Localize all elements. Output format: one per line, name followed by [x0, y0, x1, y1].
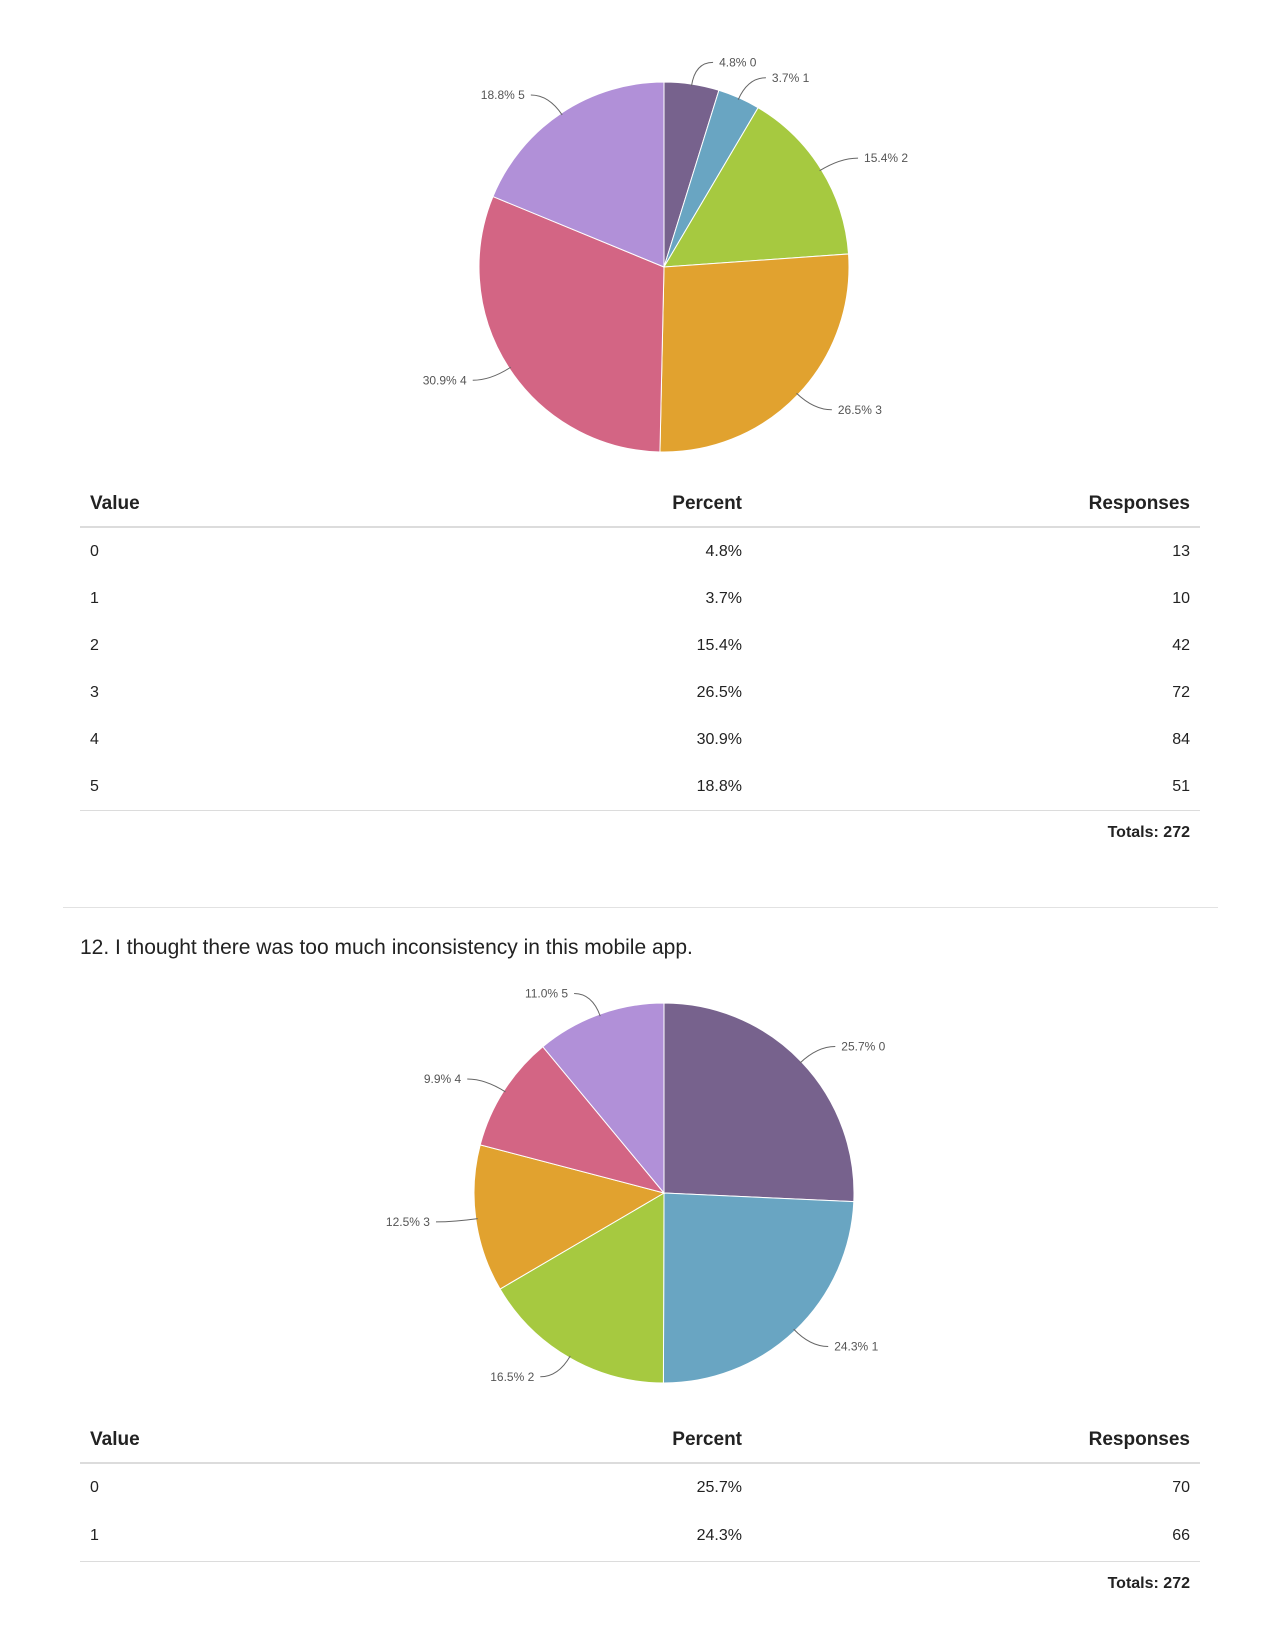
- results-table-q11: Value Percent Responses 0 4.8% 13 1 3.7%…: [80, 482, 1200, 855]
- cell-value: 5: [80, 763, 528, 811]
- cell-responses: 51: [752, 763, 1200, 811]
- leader-line-2: [819, 157, 859, 172]
- header-percent: Percent: [528, 482, 752, 528]
- totals-text: Totals: 272: [1107, 824, 1190, 841]
- table-row: 2 15.4% 42: [80, 622, 1200, 669]
- table-header-row: Value Percent Responses: [80, 1418, 1200, 1464]
- slice-label-4: 9.9% 4: [424, 1072, 462, 1086]
- table-row: 1 3.7% 10: [80, 575, 1200, 622]
- slice-label-2: 15.4% 2: [864, 151, 908, 165]
- pie-slice-0: [663, 1002, 855, 1203]
- table-row: 4 30.9% 84: [80, 716, 1200, 763]
- header-responses: Responses: [752, 482, 1200, 528]
- header-responses: Responses: [752, 1418, 1200, 1464]
- cell-percent: 18.8%: [528, 763, 752, 811]
- totals-row: Totals: 272: [80, 1562, 1200, 1607]
- section-divider: [63, 907, 1218, 908]
- cell-responses: 70: [1172, 1478, 1190, 1496]
- cell-value: 4: [90, 730, 99, 748]
- table-row: 0 25.7% 70: [80, 1463, 1200, 1511]
- totals-row: Totals: 272: [80, 811, 1200, 856]
- cell-responses: 84: [1172, 730, 1190, 748]
- cell-percent: 24.3%: [528, 1511, 752, 1562]
- pie-chart-q11: 4.8% 0 3.7% 1 15.4% 2 26.5% 3 30.9% 4 18.8% 5: [423, 55, 908, 453]
- header-percent: Percent: [528, 1418, 752, 1464]
- slice-label-2: 16.5% 2: [490, 1370, 534, 1384]
- question-title: 12. I thought there was too much inconsi…: [80, 936, 693, 959]
- header-value: Value: [80, 482, 528, 528]
- cell-responses: 72: [1172, 683, 1190, 701]
- leader-line-1: [737, 77, 766, 100]
- slice-label-0: 4.8% 0: [719, 55, 757, 69]
- cell-value: 2: [90, 636, 99, 654]
- cell-value: 1: [80, 1511, 528, 1562]
- cell-value: 1: [90, 589, 99, 607]
- cell-responses: 42: [1172, 636, 1190, 654]
- pie-slice-1: [662, 1192, 855, 1384]
- cell-percent: 3.7%: [705, 589, 742, 607]
- pie-chart-q12: 25.7% 0 24.3% 1 16.5% 2 12.5% 3 9.9% 4 11.0% …: [386, 987, 886, 1384]
- cell-percent: 15.4%: [696, 636, 742, 654]
- leader-line-3: [435, 1218, 478, 1223]
- table-row: 3 26.5% 72: [80, 669, 1200, 716]
- cell-percent: 26.5%: [696, 683, 742, 701]
- cell-value: 0: [90, 1478, 99, 1496]
- leader-line-1: [793, 1328, 829, 1348]
- leader-line-0: [799, 1046, 836, 1064]
- cell-value: 3: [90, 683, 99, 701]
- slice-label-3: 26.5% 3: [838, 403, 882, 417]
- table-row: 5 18.8% 51: [80, 763, 1200, 811]
- slice-label-3: 12.5% 3: [386, 1215, 430, 1229]
- table-header-row: Value Percent Responses: [80, 482, 1200, 528]
- slice-label-1: 24.3% 1: [834, 1340, 878, 1354]
- slice-label-0: 25.7% 0: [841, 1040, 885, 1054]
- totals-text: Totals: 272: [1107, 1575, 1190, 1592]
- cell-value: 0: [90, 542, 99, 560]
- leader-line-3: [796, 392, 832, 411]
- cell-responses: 66: [752, 1511, 1200, 1562]
- leader-line-5: [574, 993, 601, 1017]
- cell-responses: 13: [1172, 542, 1190, 560]
- results-table-q12: Value Percent Responses 0 25.7% 70 1 24.…: [80, 1418, 1200, 1606]
- leader-line-4: [467, 1078, 506, 1093]
- leader-line-0: [690, 61, 714, 87]
- cell-percent: 30.9%: [696, 730, 742, 748]
- leader-line-5: [530, 94, 563, 116]
- cell-responses: 10: [1172, 589, 1190, 607]
- slice-label-1: 3.7% 1: [772, 71, 810, 85]
- pie-slice-3: [659, 253, 850, 453]
- cell-percent: 4.8%: [705, 542, 742, 560]
- slice-label-5: 11.0% 5: [525, 987, 568, 1001]
- table-row: 0 4.8% 13: [80, 527, 1200, 575]
- table-row: 1 24.3% 66: [80, 1511, 1200, 1562]
- slice-label-5: 18.8% 5: [481, 88, 525, 102]
- header-value: Value: [80, 1418, 528, 1464]
- leader-line-2: [540, 1355, 571, 1378]
- leader-line-4: [472, 366, 512, 381]
- slice-label-4: 30.9% 4: [423, 373, 467, 387]
- cell-percent: 25.7%: [696, 1478, 742, 1496]
